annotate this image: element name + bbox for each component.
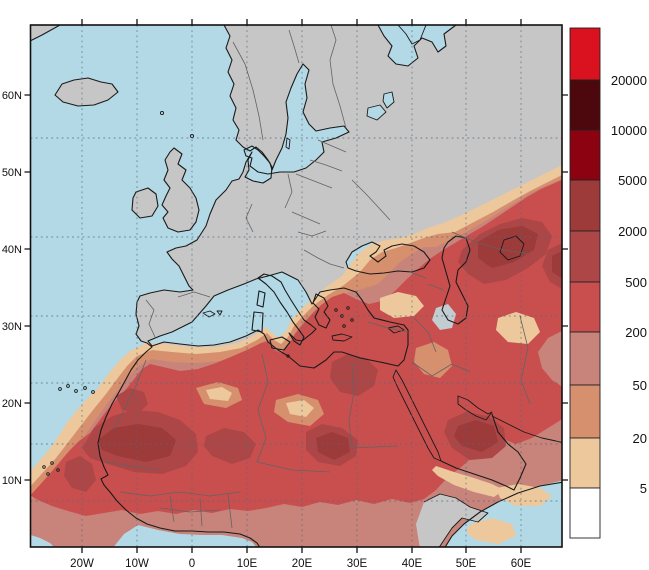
- latitude-ticks: [24, 94, 568, 481]
- dust-light-patches: [196, 292, 540, 426]
- lon-label-10w: 10W: [125, 558, 149, 570]
- lat-axis-labels: 60N 50N 40N 30N 20N 10N: [2, 90, 22, 487]
- colorbar-label-10000: 10000: [611, 123, 647, 138]
- parallel-gridlines: [30, 137, 562, 502]
- lon-label-50e: 50E: [456, 558, 477, 570]
- colorbar-box-5000-10000: [569, 129, 601, 181]
- lon-label-0: 0: [189, 558, 195, 570]
- ireland: [132, 188, 158, 218]
- colorbar-box-gt20000: [569, 27, 601, 81]
- lake-ladoga: [367, 105, 386, 120]
- colorbar-box-10000-20000: [569, 79, 601, 131]
- graticule: [30, 25, 562, 547]
- lat-label-10n: 10N: [2, 475, 22, 487]
- white-sea: [378, 25, 456, 66]
- lon-label-30e: 30E: [347, 558, 368, 570]
- colorbar-box-50-200: [569, 331, 601, 386]
- colorbar-box-2000-5000: [569, 179, 601, 232]
- colorbar-box-5-20: [569, 437, 601, 489]
- lon-label-20e: 20E: [292, 558, 313, 570]
- small-islands: [42, 110, 354, 476]
- colorbar-labels: 20000 10000 5000 2000 500 200 50 20 5: [611, 73, 647, 496]
- colorbar-label-20000: 20000: [611, 73, 647, 88]
- lon-label-10e: 10E: [237, 558, 258, 570]
- lon-label-40e: 40E: [402, 558, 423, 570]
- longitude-ticks: [81, 19, 522, 553]
- colorbar-box-lt5: [569, 487, 601, 539]
- coastline-layer: [30, 25, 562, 547]
- colorbar-label-5000: 5000: [618, 173, 647, 188]
- lat-label-20n: 20N: [2, 398, 22, 410]
- colorbar-label-2000: 2000: [618, 224, 647, 239]
- great-britain: [162, 148, 199, 232]
- meridian-gridlines: [81, 25, 522, 547]
- colorbar-box-500-2000: [569, 230, 601, 283]
- colorbar-box-200-500: [569, 281, 601, 333]
- lat-label-60n: 60N: [2, 90, 22, 102]
- iceland: [55, 78, 118, 106]
- lat-label-40n: 40N: [2, 244, 22, 256]
- colorbar-box-20-50: [569, 384, 601, 439]
- lon-axis-labels: 20W 10W 0 10E 20E 30E 40E 50E 60E: [70, 558, 531, 570]
- map-frame: [24, 19, 568, 553]
- colorbar-label-200: 200: [625, 325, 647, 340]
- colorbar-label-500: 500: [625, 275, 647, 290]
- lon-label-20w: 20W: [70, 558, 94, 570]
- lat-label-30n: 30N: [2, 321, 22, 333]
- colorbar: 20000 10000 5000 2000 500 200 50 20 5: [569, 27, 647, 539]
- country-borders: [103, 25, 531, 529]
- colorbar-label-5: 5: [640, 481, 647, 496]
- colorbar-label-20: 20: [633, 431, 647, 446]
- dust-level-2000-patches: [98, 226, 562, 462]
- lat-label-50n: 50N: [2, 167, 22, 179]
- colorbar-label-50: 50: [633, 378, 647, 393]
- lon-label-60e: 60E: [511, 558, 532, 570]
